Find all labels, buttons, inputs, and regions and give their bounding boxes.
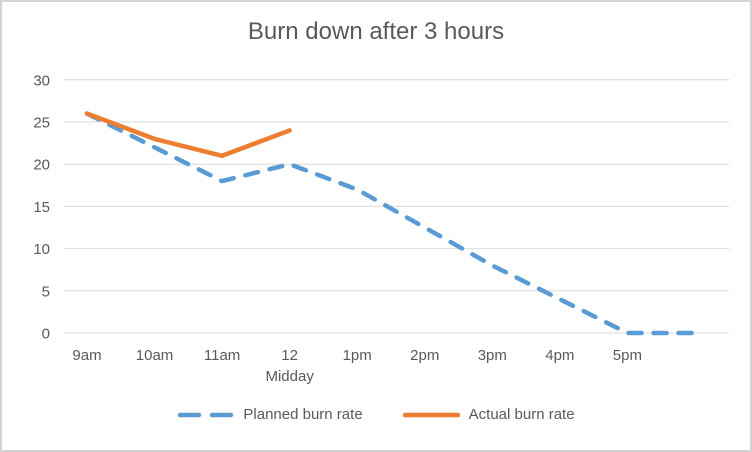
x-axis-tick-label: 11am — [204, 347, 240, 364]
actual-line-swatch-icon — [402, 412, 460, 417]
x-axis-tick-label: 12 — [281, 347, 298, 364]
x-axis-tick-label: 4pm — [545, 347, 574, 364]
legend-item-actual: Actual burn rate — [402, 406, 575, 423]
planned-series-line — [84, 111, 698, 336]
x-axis-tick-sublabel: Midday — [265, 368, 314, 385]
x-axis-tick-label: 10am — [136, 347, 174, 364]
planned-line-swatch-icon — [178, 412, 234, 417]
y-axis-tick-label: 5 — [42, 283, 50, 300]
x-axis-tick-label: 1pm — [343, 347, 372, 364]
legend-label-planned: Planned burn rate — [243, 406, 363, 423]
x-axis-tick-label: 3pm — [478, 347, 507, 364]
legend-item-planned: Planned burn rate — [177, 406, 363, 423]
y-axis-tick-label: 30 — [33, 72, 50, 89]
y-axis-tick-label: 10 — [33, 241, 50, 258]
x-axis-tick-label: 9am — [72, 347, 101, 364]
y-axis-tick-label: 25 — [33, 115, 50, 132]
chart-legend: Planned burn rate Actual burn rate — [2, 406, 750, 423]
y-axis-tick-label: 15 — [33, 199, 50, 216]
legend-label-actual: Actual burn rate — [468, 406, 575, 423]
x-axis-tick-label: 2pm — [410, 347, 439, 364]
x-axis-tick-label: 5pm — [613, 347, 642, 364]
y-axis-tick-label: 20 — [33, 157, 50, 174]
chart-title: Burn down after 3 hours — [247, 18, 505, 45]
actual-series-line — [84, 111, 292, 159]
y-axis-tick-label: 0 — [42, 326, 50, 343]
